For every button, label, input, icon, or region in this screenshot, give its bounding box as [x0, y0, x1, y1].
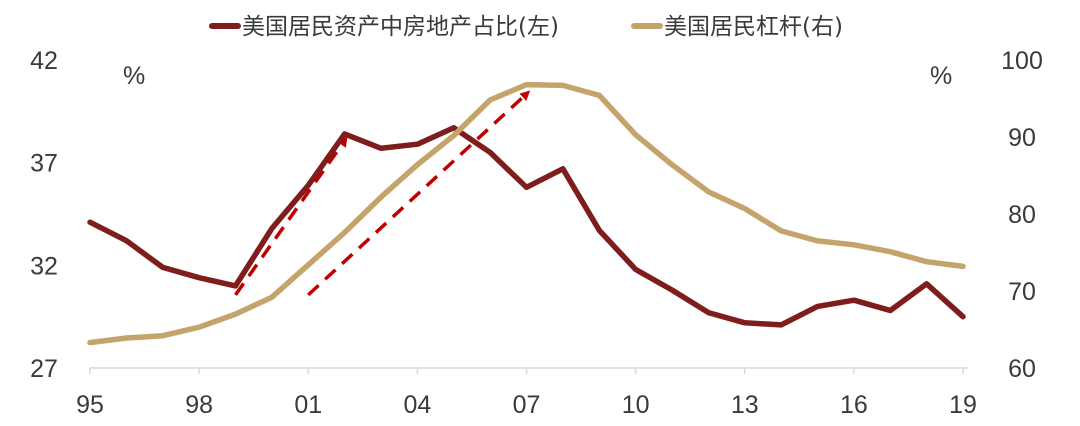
right-tick-label: 90	[1008, 124, 1036, 152]
right-tick-label: 80	[1008, 201, 1036, 229]
x-tick-label: 16	[840, 391, 868, 419]
left-axis-unit: %	[123, 62, 145, 90]
right-tick-label: 60	[1008, 355, 1036, 383]
trend-arrow-0	[234, 136, 348, 296]
legend: 美国居民资产中房地产占比(左) 美国居民杠杆(右)	[209, 14, 843, 40]
x-tick-label: 13	[731, 391, 759, 419]
x-tick-label: 98	[185, 391, 213, 419]
right-tick-label: 70	[1008, 278, 1036, 306]
x-tick-label: 04	[403, 391, 431, 419]
legend-label-series-1: 美国居民杠杆(右)	[664, 14, 843, 40]
right-axis: 60 70 80 90 100	[1001, 47, 1043, 383]
series-lines	[87, 81, 966, 346]
left-tick-label: 32	[30, 252, 58, 280]
x-axis: 95 98 01 04 07 10 13 16 19	[76, 368, 977, 419]
right-tick-label: 100	[1001, 47, 1043, 75]
series-line-0	[87, 125, 966, 328]
left-tick-label: 27	[30, 355, 58, 383]
left-tick-label: 37	[30, 150, 58, 178]
trend-arrow-1	[307, 90, 531, 297]
series-line-1	[87, 81, 966, 346]
left-tick-label: 42	[30, 47, 58, 75]
annotation-arrows	[234, 90, 531, 297]
right-axis-unit: %	[930, 62, 952, 90]
x-tick-label: 10	[622, 391, 650, 419]
legend-label-series-0: 美国居民资产中房地产占比(左)	[242, 14, 559, 40]
left-axis: 27 32 37 42	[30, 47, 58, 383]
x-tick-label: 19	[949, 391, 977, 419]
x-tick-label: 01	[294, 391, 322, 419]
x-tick-label: 07	[513, 391, 541, 419]
x-tick-label: 95	[76, 391, 104, 419]
